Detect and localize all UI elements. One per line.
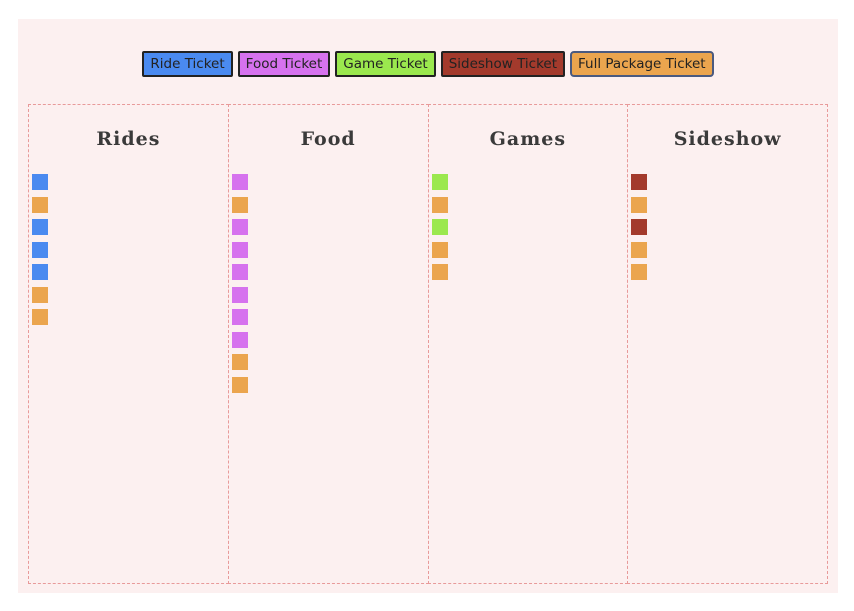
rides-ticket-list [32,174,48,325]
sideshow-ticket-button[interactable]: Sideshow Ticket [440,51,566,77]
sideshow-ticket-list [631,174,648,280]
food-ticket-square[interactable] [231,331,248,348]
game-ticket-button[interactable]: Game Ticket [335,51,436,77]
ticket-columns: Rides Food Games Sideshow [28,104,828,584]
rides-column[interactable]: Rides [28,104,229,584]
full-ticket-square[interactable] [231,354,248,370]
ride-ticket-square[interactable] [32,219,48,235]
ticket-toolbar: Ride Ticket Food Ticket Game Ticket Side… [18,51,838,77]
game-ticket-square[interactable] [431,219,448,235]
ride-ticket-square[interactable] [32,174,48,190]
food-ticket-square[interactable] [231,309,248,325]
ride-ticket-square[interactable] [32,264,48,280]
sideshow-column[interactable]: Sideshow [627,104,828,584]
food-ticket-square[interactable] [231,174,248,190]
ticket-board: Ride Ticket Food Ticket Game Ticket Side… [18,19,838,593]
food-ticket-square[interactable] [231,241,248,258]
ride-ticket-square[interactable] [32,241,48,258]
full-ticket-square[interactable] [431,241,448,258]
food-ticket-list [231,174,248,393]
sideshow-ticket-square[interactable] [631,174,648,190]
games-ticket-list [431,174,448,280]
food-ticket-square[interactable] [231,286,248,303]
full-ticket-square[interactable] [431,196,448,213]
game-ticket-square[interactable] [431,174,448,190]
full-ticket-square[interactable] [32,309,48,325]
full-ticket-square[interactable] [631,196,648,213]
rides-column-title: Rides [96,128,161,150]
food-column[interactable]: Food [227,104,429,584]
food-ticket-square[interactable] [231,219,248,235]
full-ticket-square[interactable] [231,196,248,213]
full-ticket-square[interactable] [32,196,48,213]
sideshow-column-title: Sideshow [673,128,782,150]
full-ticket-square[interactable] [431,264,448,280]
games-column[interactable]: Games [427,104,629,584]
full-ticket-square[interactable] [631,264,648,280]
full-ticket-square[interactable] [631,241,648,258]
full-ticket-square[interactable] [32,286,48,303]
food-ticket-button[interactable]: Food Ticket [237,51,331,77]
games-column-title: Games [489,128,567,150]
food-ticket-square[interactable] [231,264,248,280]
full-package-ticket-button[interactable]: Full Package Ticket [570,51,714,77]
food-column-title: Food [300,128,356,150]
sideshow-ticket-square[interactable] [631,219,648,235]
full-ticket-square[interactable] [231,376,248,393]
ride-ticket-button[interactable]: Ride Ticket [142,51,233,77]
